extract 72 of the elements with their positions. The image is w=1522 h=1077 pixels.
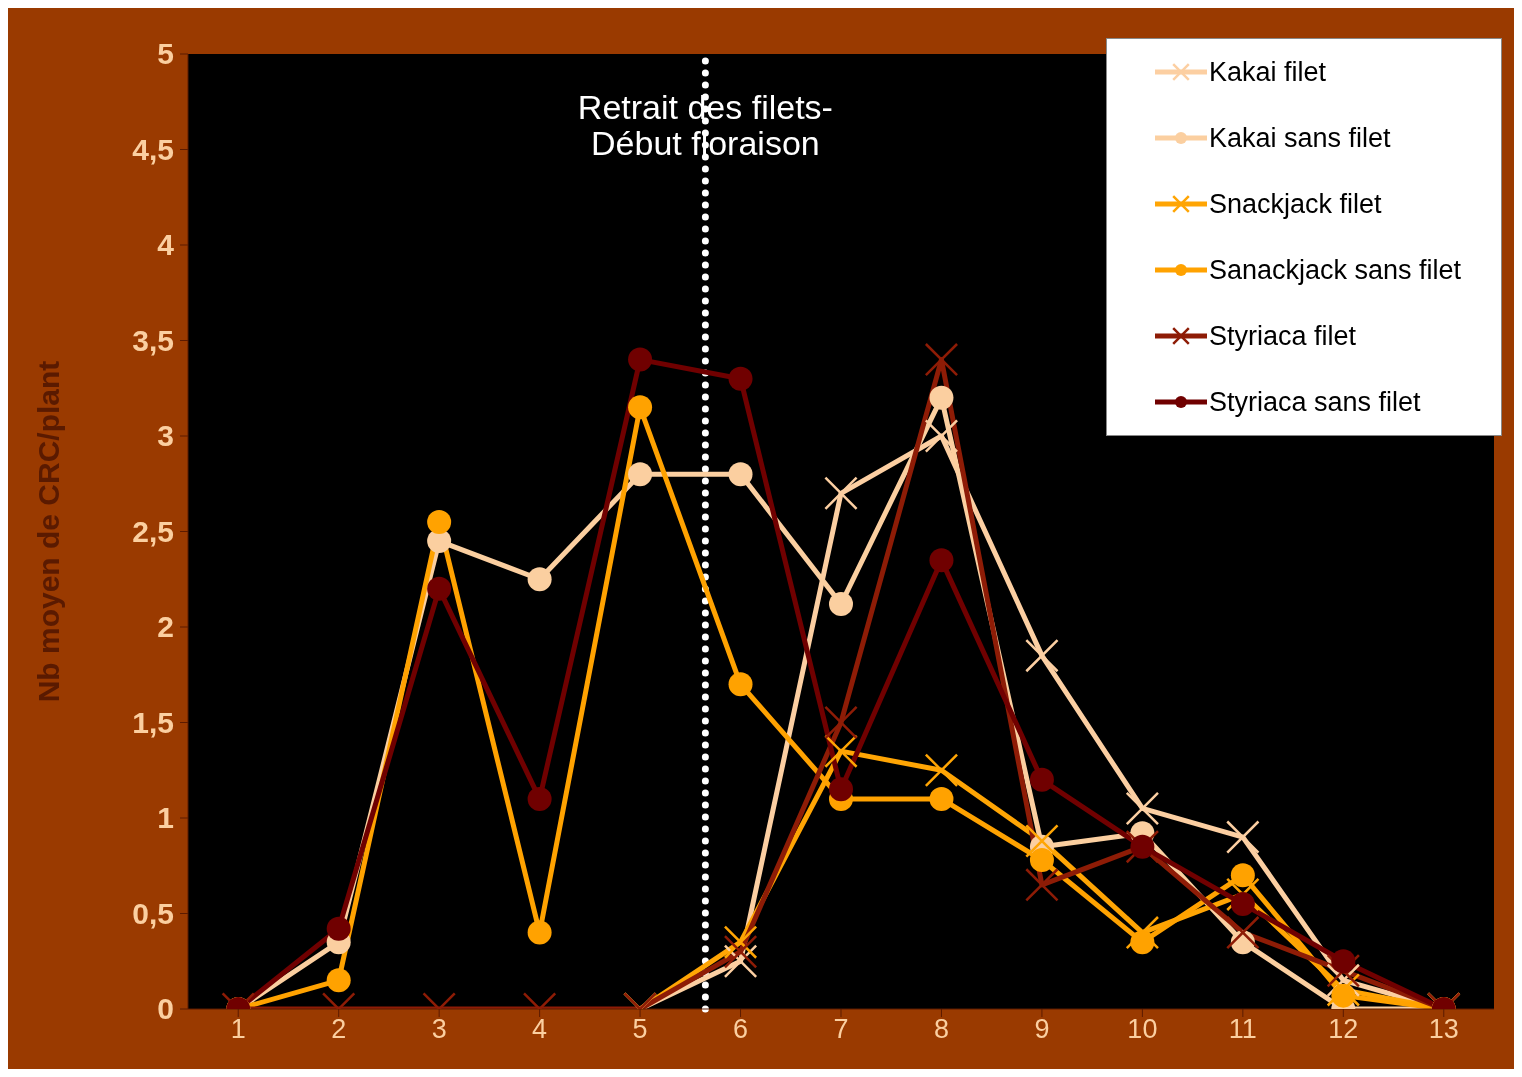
y-tick-label: 5 — [157, 37, 174, 70]
y-tick-label: 0 — [157, 992, 174, 1025]
point — [829, 777, 853, 802]
point — [1331, 949, 1356, 974]
point — [1331, 983, 1356, 1008]
y-tick-label: 2 — [157, 610, 174, 643]
legend-label: Kakai sans filet — [1208, 122, 1391, 154]
point — [824, 734, 858, 768]
point — [527, 920, 552, 945]
x-tick-label: 9 — [1034, 1014, 1050, 1045]
point — [723, 934, 758, 969]
point — [929, 786, 954, 811]
point — [1029, 767, 1054, 792]
legend-label: Kakai filet — [1208, 56, 1326, 88]
point — [1230, 863, 1255, 888]
point — [1025, 824, 1059, 858]
x-tick-label: 10 — [1127, 1014, 1158, 1045]
point — [1130, 930, 1155, 955]
y-tick-label: 1 — [157, 801, 174, 834]
y-axis-title: Nb moyen de CRC/plant — [31, 360, 65, 703]
x-tick-label: 2 — [331, 1014, 347, 1045]
point — [1226, 820, 1260, 854]
x-tick-label: 4 — [532, 1014, 548, 1045]
point — [924, 753, 959, 788]
point — [723, 925, 758, 959]
point — [1025, 638, 1059, 673]
legend-label: Sanackjack sans filet — [1208, 254, 1461, 286]
y-tick-label: 1,5 — [132, 705, 174, 739]
x-tick-label: 6 — [733, 1014, 749, 1045]
legend-label: Styriaca filet — [1208, 320, 1356, 352]
x-tick-label: 11 — [1228, 1014, 1257, 1045]
y-tick-label: 3 — [157, 419, 174, 452]
x-tick-label: 13 — [1428, 1014, 1459, 1045]
point — [1029, 848, 1054, 873]
x-tick-label: 8 — [933, 1014, 949, 1045]
point — [527, 786, 552, 811]
point — [1230, 891, 1255, 916]
point — [924, 342, 959, 377]
point — [723, 944, 758, 979]
point — [427, 509, 452, 534]
point — [1226, 915, 1260, 950]
legend-label: Snackjack filet — [1208, 188, 1382, 220]
y-tick-label: 0,5 — [132, 896, 174, 930]
x-tick-label: 5 — [632, 1014, 648, 1045]
point — [829, 592, 853, 617]
point — [628, 462, 653, 487]
point — [427, 576, 452, 601]
x-tick-label: 12 — [1328, 1014, 1359, 1045]
point — [929, 385, 954, 410]
point — [326, 916, 351, 941]
x-tick-label: 3 — [431, 1014, 447, 1045]
point — [728, 462, 753, 487]
y-tick-label: 3,5 — [132, 323, 174, 357]
point — [527, 567, 552, 592]
x-tick-label: 1 — [230, 1014, 246, 1045]
point — [824, 705, 858, 740]
point — [326, 968, 351, 993]
point — [1125, 791, 1160, 826]
point — [728, 366, 753, 391]
y-tick-label: 2,5 — [132, 514, 174, 548]
point — [628, 395, 653, 420]
point — [929, 548, 954, 573]
point — [628, 347, 653, 372]
point — [1025, 868, 1059, 902]
point — [824, 476, 858, 511]
y-tick-label: 4 — [157, 228, 175, 261]
y-tick-label: 4,5 — [132, 132, 174, 166]
point — [728, 672, 753, 697]
x-tick-label: 7 — [833, 1014, 849, 1045]
legend-label: Styriaca sans filet — [1208, 386, 1421, 418]
ref-line-label: Retrait des filets- Début floraison — [577, 88, 833, 162]
point — [924, 419, 959, 453]
